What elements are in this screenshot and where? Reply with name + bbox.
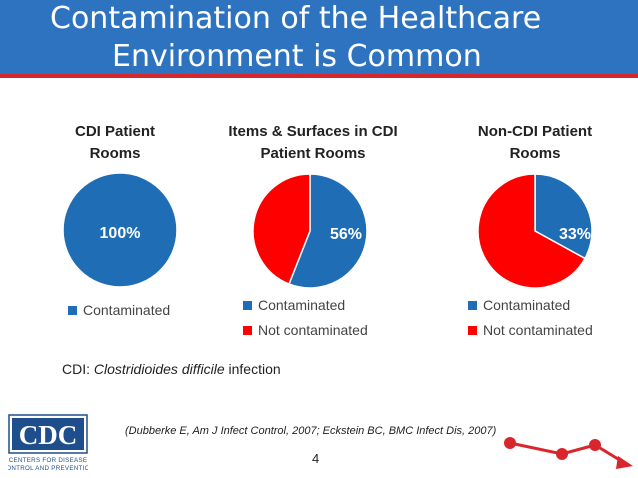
chart-2-legend-contaminated: Contaminated xyxy=(243,297,345,313)
pie-data-label: 56% xyxy=(330,226,362,243)
footnote-prefix: CDI: xyxy=(62,361,94,377)
chart-1-legend-contaminated: Contaminated xyxy=(68,302,170,318)
chart-2-legend-not-contaminated: Not contaminated xyxy=(243,322,368,338)
svg-text:CENTERS FOR DISEASE: CENTERS FOR DISEASE xyxy=(9,457,88,464)
chart-1-pie: 100% xyxy=(62,172,178,288)
pie-data-label: 100% xyxy=(100,225,141,242)
chart-2-pie: 56% xyxy=(252,173,368,289)
legend-swatch-not-contaminated xyxy=(468,325,477,335)
legend-swatch-contaminated xyxy=(243,300,252,310)
pie-slice-not-contaminated xyxy=(477,173,586,289)
svg-text:CDC: CDC xyxy=(19,420,78,450)
pie-slice-contaminated xyxy=(288,173,368,289)
legend-label: Contaminated xyxy=(83,302,171,318)
citation: (Dubberke E, Am J Infect Control, 2007; … xyxy=(125,425,497,437)
slide-title-line-2: Environment is Common xyxy=(112,39,482,74)
chart-3-legend-not-contaminated: Not contaminated xyxy=(468,322,593,338)
footnote-organism: Clostridioides difficile xyxy=(93,361,225,377)
legend-swatch-contaminated xyxy=(468,300,477,310)
chart-3-pie: 33% xyxy=(477,173,593,289)
cdc-logo: CDC CENTERS FOR DISEASE CONTROL AND PREV… xyxy=(8,414,88,472)
chart-1-title: CDI Patient Rooms xyxy=(55,121,175,165)
chart-2-title: Items & Surfaces in CDI Patient Rooms xyxy=(208,121,418,165)
chart-2-title-line-2: Patient Rooms xyxy=(260,145,366,162)
footnote: CDI: Clostridioides difficile infection xyxy=(62,361,281,377)
legend-label: Not contaminated xyxy=(483,322,593,338)
pie-slice-contaminated xyxy=(62,172,178,288)
chart-3-title-line-2: Rooms xyxy=(509,145,561,162)
page-number: 4 xyxy=(312,451,320,466)
slide-title-line-1: Contamination of the Healthcare xyxy=(50,1,542,36)
pie-slice-not-contaminated xyxy=(252,173,311,285)
chart-1-title-line-2: Rooms xyxy=(89,145,141,162)
chart-1-title-line-1: CDI Patient xyxy=(74,123,155,140)
chart-3-title: Non-CDI Patient Rooms xyxy=(460,121,610,165)
legend-label: Not contaminated xyxy=(258,322,368,338)
pie-slice-contaminated xyxy=(534,173,593,260)
decorative-trend-icon xyxy=(504,437,633,469)
chart-3-legend-contaminated: Contaminated xyxy=(468,297,570,313)
footnote-suffix: infection xyxy=(224,361,281,377)
legend-swatch-not-contaminated xyxy=(243,325,252,335)
legend-label: Contaminated xyxy=(483,297,571,313)
svg-text:CONTROL AND PREVENTION: CONTROL AND PREVENTION xyxy=(8,465,88,472)
legend-label: Contaminated xyxy=(258,297,346,313)
legend-swatch-contaminated xyxy=(68,305,77,315)
title-bar: Contamination of the Healthcare Environm… xyxy=(0,0,638,78)
chart-3-title-line-1: Non-CDI Patient xyxy=(477,123,593,140)
chart-2-title-line-1: Items & Surfaces in CDI xyxy=(228,123,398,140)
pie-data-label: 33% xyxy=(559,226,591,243)
